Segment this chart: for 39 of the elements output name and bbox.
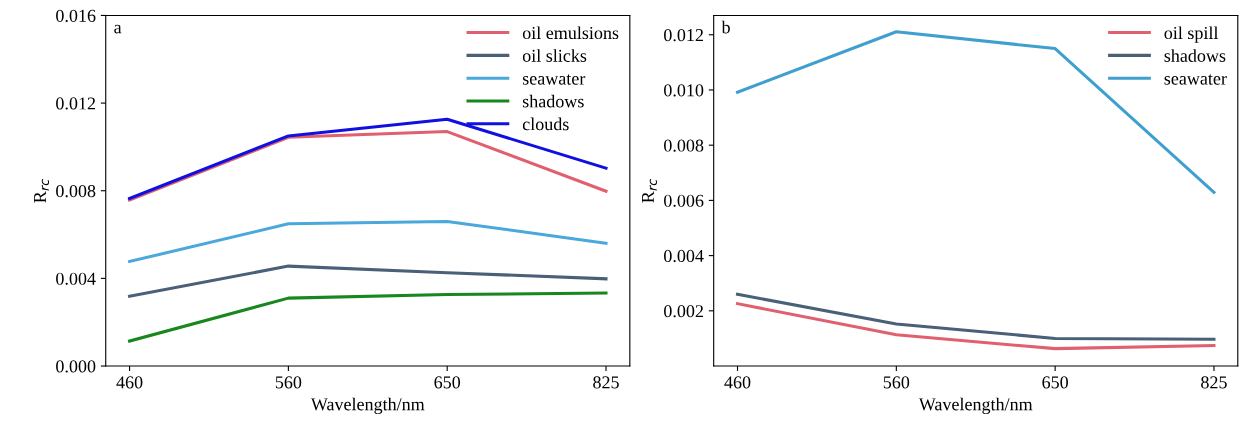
legend-label: shadows (522, 94, 584, 108)
x-tick-label: 560 (275, 376, 302, 389)
annotation: b (721, 20, 730, 34)
legend-label: seawater (522, 74, 586, 85)
x-tick-label: 825 (593, 376, 619, 389)
line-series (128, 219, 608, 264)
y-tick-label: 0.000 (56, 360, 96, 373)
x-tick-label: 460 (724, 376, 751, 389)
x-tick-label: 460 (116, 376, 143, 389)
line-series (735, 302, 1216, 351)
y-tick-label: 0.006 (664, 194, 704, 207)
legend-label: oil slicks (522, 49, 587, 62)
y-tick-label: 0.008 (664, 139, 704, 152)
x-tick-label: 560 (883, 376, 910, 389)
line-series (128, 264, 608, 298)
legend-label: shadows (1164, 49, 1226, 62)
x-tick-label: 650 (1042, 376, 1068, 389)
y-tick-label: 0.012 (664, 29, 703, 42)
y-axis-title: R$_{rc}$ (642, 179, 657, 203)
y-tick-label: 0.002 (664, 305, 703, 318)
annotation: a (114, 24, 122, 34)
legend-label: seawater (1164, 74, 1227, 85)
y-tick-label: 0.004 (664, 249, 704, 263)
y-tick-label: 0.010 (664, 84, 704, 97)
x-tick-label: 825 (1201, 376, 1227, 389)
y-tick-label: 0.016 (56, 9, 96, 22)
x-axis-title: Wavelength/nm (310, 397, 425, 415)
x-axis-title: Wavelength/nm (918, 397, 1033, 415)
line-series (128, 117, 608, 200)
legend-label: oil emulsions (522, 26, 619, 40)
y-tick-label: 0.008 (56, 184, 96, 198)
y-tick-label: 0.004 (56, 272, 96, 285)
line-series (128, 291, 608, 343)
y-axis-title: R$_{rc}$ (34, 179, 50, 203)
y-tick-label: 0.012 (56, 97, 96, 110)
x-tick-label: 650 (434, 376, 461, 389)
legend-label: oil spill (1164, 26, 1219, 43)
line-series (735, 292, 1216, 341)
legend-label: clouds (522, 117, 569, 131)
